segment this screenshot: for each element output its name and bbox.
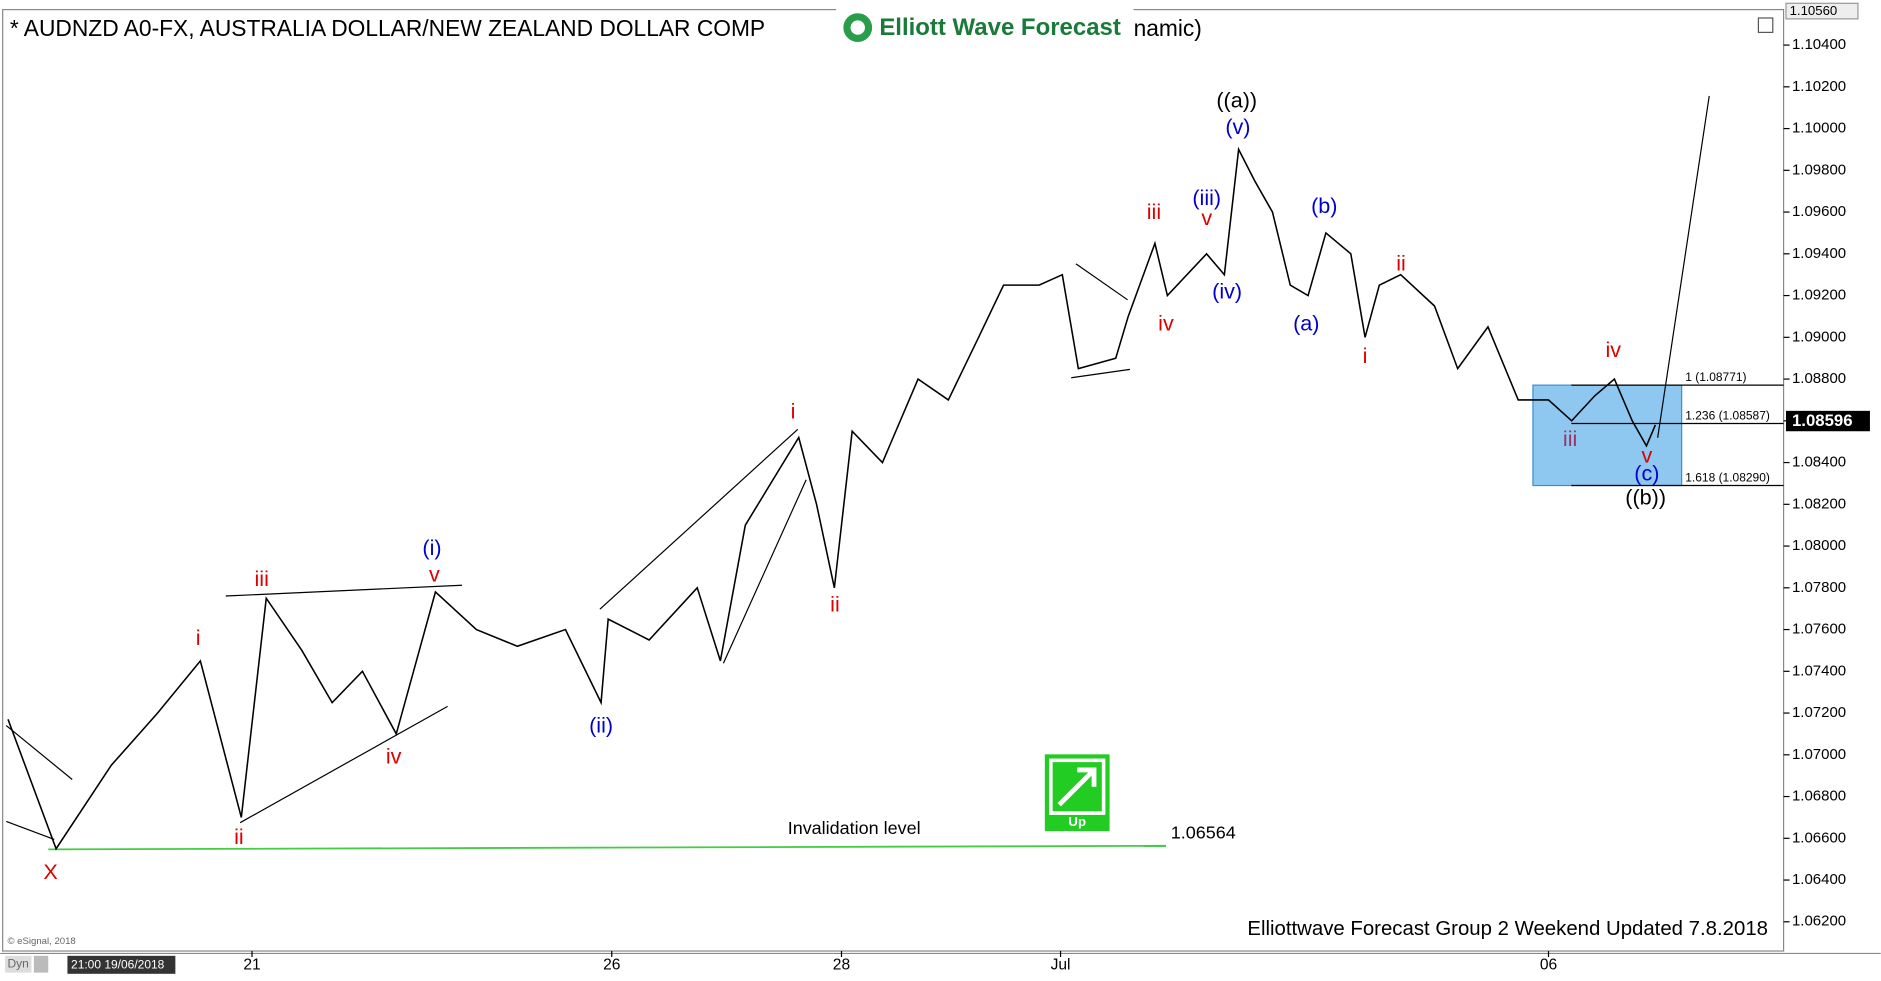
y-tick-label: 1.09800	[1792, 161, 1846, 178]
chart-title: * AUDNZD A0-FX, AUSTRALIA DOLLAR/NEW ZEA…	[10, 15, 765, 41]
y-tick-label: 1.07200	[1792, 704, 1846, 721]
wave-label: i	[791, 398, 796, 423]
mode-box[interactable]	[5, 955, 32, 973]
last-price-box	[1785, 410, 1870, 432]
y-tick-label: 1.09000	[1792, 328, 1846, 345]
wave-label: iv	[1158, 311, 1174, 336]
time-box	[67, 955, 176, 974]
wave-label: iii	[1563, 426, 1577, 451]
y-tick-label: 1.10200	[1792, 78, 1846, 95]
axis-top-box	[1785, 2, 1859, 20]
y-tick-label: 1.07800	[1792, 579, 1846, 596]
wave-label: ii	[830, 591, 840, 616]
y-tick-label: 1.06200	[1792, 913, 1846, 930]
y-tick-label: 1.06600	[1792, 829, 1846, 846]
wave-label: ((b))	[1625, 485, 1666, 510]
y-tick-label: 1.10000	[1792, 120, 1846, 137]
y-tick-label: 1.08800	[1792, 370, 1846, 387]
trend-line	[5, 725, 73, 780]
trend-line	[599, 428, 799, 610]
y-tick-label: 1.08200	[1792, 495, 1846, 512]
y-tick-label: 1.07400	[1792, 662, 1846, 679]
y-tick-label: 1.09600	[1792, 203, 1846, 220]
price-line	[7, 146, 1657, 851]
trend-line	[1657, 95, 1710, 438]
wave-label: iv	[386, 744, 402, 769]
wave-label: X	[43, 859, 57, 884]
wave-label: (i)	[422, 535, 441, 560]
wave-label: i	[1363, 343, 1368, 368]
last-price-label: 1.08596	[1792, 411, 1853, 430]
trend-line	[722, 479, 807, 664]
wave-label: v	[1201, 205, 1212, 230]
trend-line	[6, 820, 55, 841]
y-tick-label: 1.07000	[1792, 746, 1846, 763]
y-tick-label: 1.09200	[1792, 287, 1846, 304]
wave-label: v	[1641, 443, 1652, 468]
copyright: © eSignal, 2018	[7, 936, 75, 947]
mode-label: Dyn	[7, 956, 28, 970]
wave-label: ii	[1396, 251, 1406, 276]
up-arrow	[1057, 767, 1097, 807]
wave-label: i	[196, 625, 201, 650]
trend-line	[1075, 263, 1128, 301]
y-tick-label: 1.06400	[1792, 871, 1846, 888]
y-tick-label: 1.10400	[1792, 36, 1846, 53]
up-icon-frame	[1049, 758, 1106, 815]
x-tick-label: 26	[603, 957, 620, 974]
trend-line	[239, 705, 448, 824]
logo-icon-inner	[850, 20, 865, 35]
fib-label: 1.618 (1.08290)	[1685, 471, 1770, 485]
wave-label: (a)	[1293, 311, 1319, 336]
y-tick-label: 1.08000	[1792, 537, 1846, 554]
y-tick-label: 1.08400	[1792, 454, 1846, 471]
up-icon	[1044, 754, 1110, 832]
wave-label: (c)	[1634, 461, 1659, 486]
logo-box	[836, 7, 1134, 48]
wave-label: (iii)	[1192, 185, 1221, 210]
wave-label: iv	[1605, 337, 1621, 362]
y-tick-label: 1.09400	[1792, 245, 1846, 262]
x-tick-label: 06	[1540, 957, 1557, 974]
logo-text: Elliott Wave Forecast	[879, 14, 1121, 41]
wave-label: ii	[234, 824, 244, 849]
trend-line	[225, 584, 463, 597]
up-label: Up	[1068, 814, 1086, 829]
wave-label: (b)	[1311, 193, 1337, 218]
invalidation-value: 1.06564	[1171, 823, 1236, 843]
fib-label: 1.236 (1.08587)	[1685, 409, 1770, 423]
wave-label: v	[429, 561, 440, 586]
window-button[interactable]	[1757, 17, 1774, 33]
wave-label: iii	[255, 566, 269, 591]
chart-title-tail: namic)	[1134, 15, 1202, 41]
y-tick-label: 1.07600	[1792, 621, 1846, 638]
x-tick-label: 28	[833, 957, 850, 974]
start-time: 21:00 19/06/2018	[71, 958, 165, 972]
wave-label: (iv)	[1212, 278, 1242, 303]
axis-top-label: 1.10560	[1790, 3, 1838, 18]
invalidation-text: Invalidation level	[788, 818, 921, 838]
y-tick-label: 1.06800	[1792, 788, 1846, 805]
wave-label: (v)	[1225, 114, 1250, 139]
wave-label: ((a))	[1216, 88, 1257, 113]
mode-button[interactable]	[33, 955, 49, 973]
fib-label: 1 (1.08771)	[1685, 370, 1746, 384]
wave-label: (ii)	[589, 712, 613, 737]
wave-label: iii	[1147, 199, 1161, 224]
invalidation-line	[48, 844, 1166, 851]
footer: Elliottwave Forecast Group 2 Weekend Upd…	[1247, 918, 1768, 940]
trend-line	[1071, 368, 1131, 379]
x-tick-label: Jul	[1051, 957, 1071, 974]
target-box	[1532, 384, 1683, 487]
x-tick-label: 21	[243, 957, 260, 974]
